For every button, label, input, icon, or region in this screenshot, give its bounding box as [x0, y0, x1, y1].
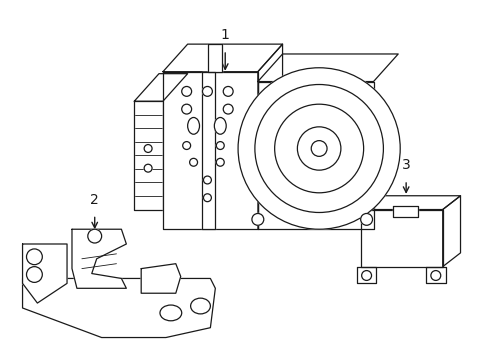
Circle shape [189, 158, 197, 166]
Polygon shape [257, 44, 282, 229]
Circle shape [26, 249, 42, 265]
Circle shape [223, 86, 233, 96]
Circle shape [223, 104, 233, 114]
Circle shape [310, 141, 326, 156]
Circle shape [430, 271, 440, 280]
Circle shape [238, 68, 399, 229]
Polygon shape [134, 101, 163, 210]
Circle shape [144, 145, 152, 152]
Text: 3: 3 [401, 158, 410, 172]
Text: 2: 2 [90, 193, 99, 207]
Circle shape [216, 158, 224, 166]
Ellipse shape [160, 305, 182, 321]
Ellipse shape [214, 117, 226, 134]
Polygon shape [392, 206, 417, 217]
Circle shape [254, 85, 383, 212]
Polygon shape [22, 278, 215, 338]
Polygon shape [72, 229, 126, 288]
Polygon shape [257, 54, 397, 82]
Polygon shape [163, 44, 282, 72]
Polygon shape [22, 244, 67, 303]
Polygon shape [134, 74, 187, 101]
Ellipse shape [187, 117, 199, 134]
Polygon shape [202, 72, 215, 229]
Circle shape [297, 127, 340, 170]
Polygon shape [360, 210, 442, 267]
Polygon shape [442, 196, 460, 267]
Circle shape [88, 229, 102, 243]
Circle shape [183, 141, 190, 149]
Circle shape [203, 176, 211, 184]
Circle shape [216, 141, 224, 149]
Circle shape [251, 213, 263, 225]
Polygon shape [163, 72, 257, 229]
Polygon shape [360, 196, 460, 210]
Polygon shape [141, 264, 181, 293]
Text: 1: 1 [221, 28, 229, 42]
Polygon shape [208, 44, 222, 72]
Circle shape [182, 104, 191, 114]
Circle shape [144, 164, 152, 172]
Circle shape [26, 267, 42, 282]
Polygon shape [425, 267, 445, 283]
Circle shape [274, 104, 363, 193]
Circle shape [202, 86, 212, 96]
Circle shape [182, 86, 191, 96]
Polygon shape [356, 267, 376, 283]
Polygon shape [257, 82, 373, 229]
Circle shape [361, 271, 371, 280]
Ellipse shape [190, 298, 210, 314]
Circle shape [203, 194, 211, 202]
Circle shape [360, 213, 372, 225]
